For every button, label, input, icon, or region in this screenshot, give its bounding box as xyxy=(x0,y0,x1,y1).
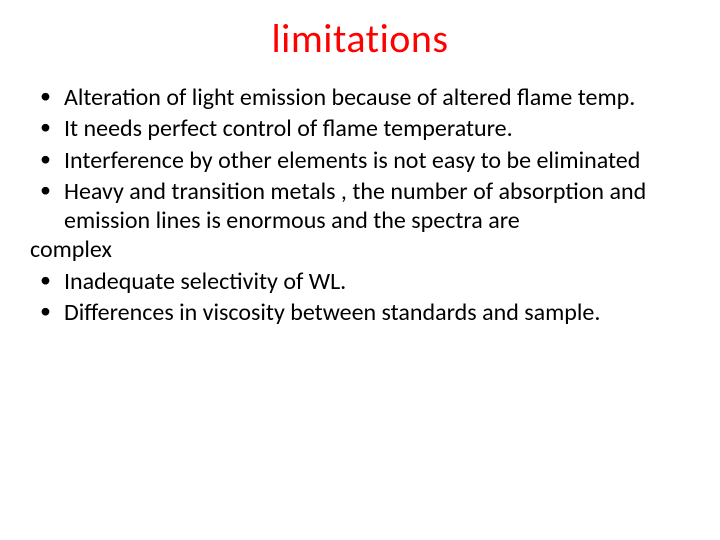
bullet-list: Alteration of light emission because of … xyxy=(30,83,690,327)
bullet-text: Alteration of light emission because of … xyxy=(64,83,635,112)
list-item: Interference by other elements is not ea… xyxy=(30,146,690,175)
list-item: Inadequate selectivity of WL. xyxy=(30,267,690,296)
slide-title: limitations xyxy=(0,0,720,71)
bullet-text: Heavy and transition metals , the number… xyxy=(64,177,646,235)
list-item: It needs perfect control of flame temper… xyxy=(30,114,690,143)
bullet-text: Interference by other elements is not ea… xyxy=(64,146,640,175)
slide: limitations Alteration of light emission… xyxy=(0,0,720,540)
bullet-text: Differences in viscosity between standar… xyxy=(64,298,600,327)
bullet-text: It needs perfect control of flame temper… xyxy=(64,114,513,143)
list-item: Alteration of light emission because of … xyxy=(30,83,690,112)
bullet-text: Inadequate selectivity of WL. xyxy=(64,267,346,296)
slide-body: Alteration of light emission because of … xyxy=(0,71,720,327)
list-item: Heavy and transition metals , the number… xyxy=(30,177,690,265)
bullet-continuation: complex xyxy=(30,235,690,264)
list-item: Differences in viscosity between standar… xyxy=(30,298,690,327)
